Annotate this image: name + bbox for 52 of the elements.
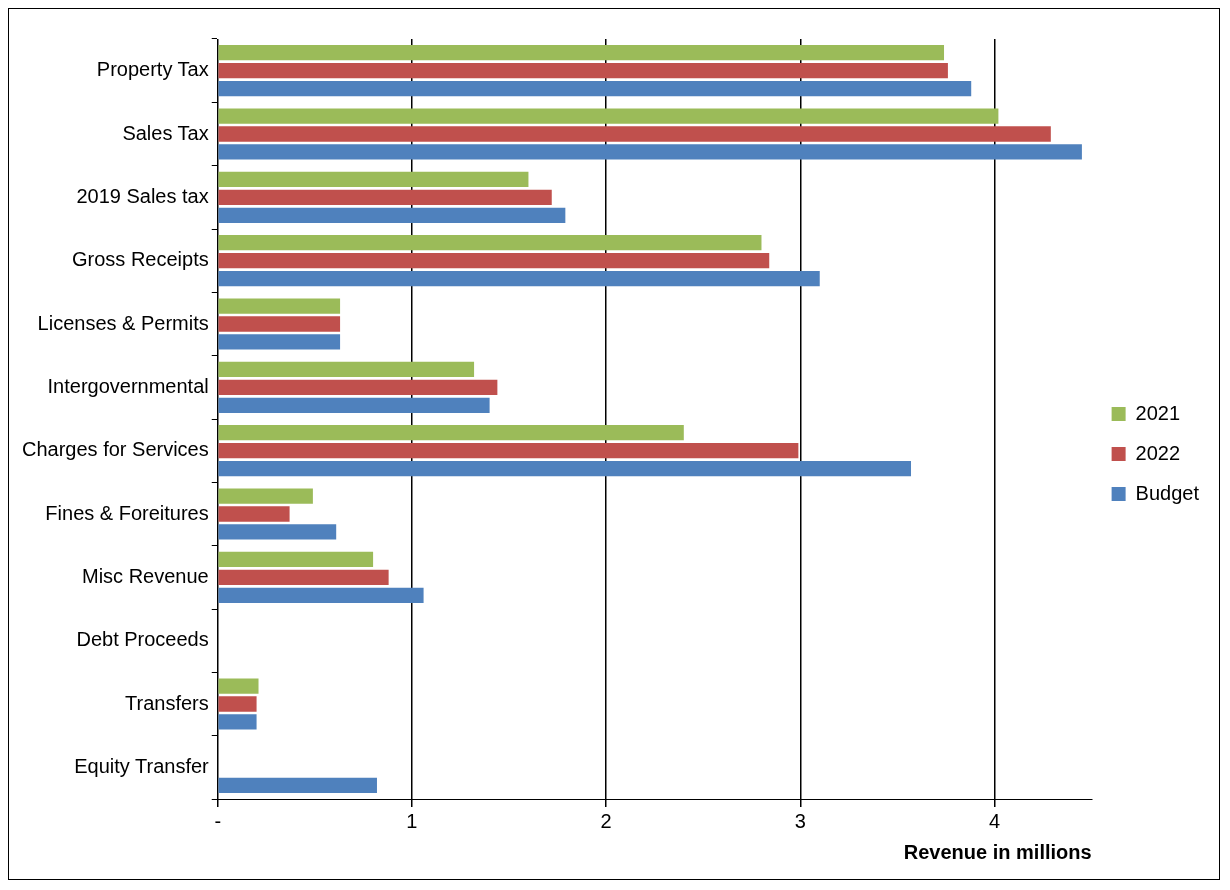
y-tick-label: Fines & Foreitures	[45, 501, 209, 524]
bar	[218, 144, 1082, 160]
bar	[218, 45, 945, 61]
bar	[218, 696, 257, 712]
legend-label: 2021	[1135, 401, 1181, 424]
bar	[218, 551, 374, 568]
y-tick-label: Gross Receipts	[72, 248, 209, 271]
bar	[218, 714, 257, 730]
y-tick-label: Charges for Services	[21, 438, 209, 461]
bar	[218, 108, 999, 124]
bar	[218, 379, 498, 395]
bar	[218, 171, 529, 188]
bar	[218, 425, 684, 441]
bar	[218, 189, 552, 205]
bar	[218, 361, 475, 378]
bar	[218, 506, 290, 522]
bar	[218, 443, 799, 459]
y-tick-label: Licenses & Permits	[37, 311, 209, 334]
bar	[218, 587, 424, 603]
bar	[218, 524, 337, 540]
bar	[218, 235, 762, 251]
bar	[218, 270, 820, 287]
y-tick-label: Misc Revenue	[82, 564, 209, 587]
x-tick-label: 2	[600, 809, 612, 832]
bar	[218, 678, 259, 694]
y-tick-label: Transfers	[125, 691, 209, 714]
y-tick-label: Debt Proceeds	[76, 628, 209, 651]
y-tick-label: 2019 Sales tax	[76, 184, 209, 207]
bar	[218, 397, 490, 413]
bar	[218, 777, 377, 793]
bar	[218, 334, 341, 350]
bar	[218, 253, 770, 269]
bar	[218, 488, 313, 504]
legend-label: Budget	[1135, 481, 1200, 504]
y-tick-label: Property Tax	[96, 58, 209, 81]
y-tick-label: Equity Transfer	[74, 754, 210, 777]
x-tick-label: 3	[794, 809, 806, 832]
bar	[218, 207, 566, 223]
x-axis-title: Revenue in millions	[903, 840, 1092, 863]
bar	[218, 569, 389, 585]
x-tick-label: 1	[406, 809, 418, 832]
bar	[218, 80, 972, 97]
bar	[218, 460, 912, 477]
bar	[218, 298, 341, 314]
bar	[218, 63, 948, 79]
bar	[218, 126, 1051, 142]
legend-label: 2022	[1135, 441, 1181, 464]
y-tick-label: Sales Tax	[122, 121, 209, 144]
y-tick-label: Intergovernmental	[47, 374, 209, 397]
bar	[218, 316, 341, 332]
x-tick-label: 4	[988, 809, 1001, 832]
x-tick-label: -	[214, 809, 222, 832]
